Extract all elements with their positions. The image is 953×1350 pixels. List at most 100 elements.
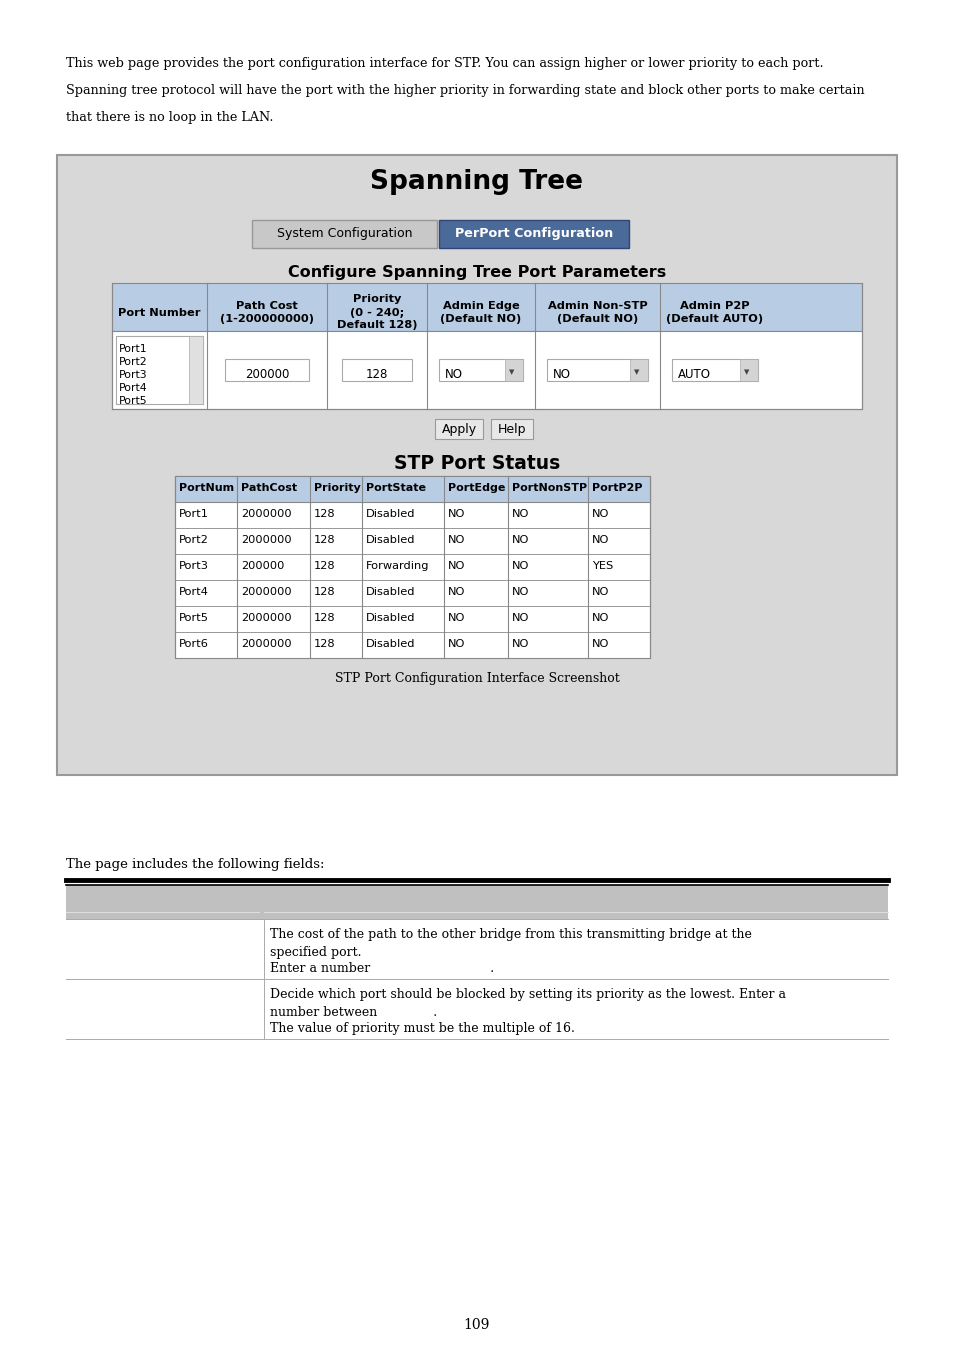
Text: YES: YES (592, 562, 613, 571)
Text: Disabled: Disabled (366, 509, 416, 518)
Text: 2000000: 2000000 (241, 587, 292, 597)
Text: 109: 109 (463, 1318, 490, 1332)
Text: Admin Non-STP: Admin Non-STP (547, 301, 647, 310)
Text: ▼: ▼ (509, 369, 515, 375)
Text: Port2: Port2 (119, 356, 148, 367)
Text: The value of priority must be the multiple of 16.: The value of priority must be the multip… (270, 1022, 575, 1035)
Text: NO: NO (592, 535, 609, 545)
Text: Disabled: Disabled (366, 613, 416, 622)
Bar (740, 359, 758, 381)
Text: ▼: ▼ (743, 369, 749, 375)
Text: PortNonSTP: PortNonSTP (512, 483, 586, 493)
Text: (Default NO): (Default NO) (557, 315, 638, 324)
Text: NO: NO (512, 562, 529, 571)
Text: NO: NO (448, 639, 465, 649)
Text: 128: 128 (365, 367, 388, 381)
Text: PathCost: PathCost (241, 483, 296, 493)
Text: Spanning Tree: Spanning Tree (370, 169, 583, 194)
Text: NO: NO (444, 367, 462, 381)
Text: NO: NO (592, 613, 609, 622)
Text: 200000: 200000 (245, 367, 289, 381)
Text: 128: 128 (314, 613, 335, 622)
Text: Port5: Port5 (119, 396, 148, 406)
Text: AUTO: AUTO (678, 367, 710, 381)
Text: Decide which port should be blocked by setting its priority as the lowest. Enter: Decide which port should be blocked by s… (270, 988, 785, 1000)
Bar (174, 477, 649, 657)
Text: PortState: PortState (366, 483, 426, 493)
Text: PortEdge: PortEdge (448, 483, 505, 493)
Text: STP Port Configuration Interface Screenshot: STP Port Configuration Interface Screens… (335, 672, 618, 684)
Text: NO: NO (448, 509, 465, 518)
Text: ▼: ▼ (634, 369, 639, 375)
Text: 128: 128 (314, 509, 335, 518)
Text: Port3: Port3 (179, 562, 209, 571)
Text: number between              .: number between . (270, 1006, 436, 1019)
Text: NO: NO (512, 639, 529, 649)
Bar (112, 331, 862, 409)
Bar (546, 359, 647, 381)
Text: NO: NO (592, 509, 609, 518)
Text: NO: NO (512, 509, 529, 518)
Text: Path Cost: Path Cost (236, 301, 297, 310)
Bar (189, 336, 203, 404)
Text: NO: NO (512, 587, 529, 597)
Text: Enter a number                              .: Enter a number . (270, 963, 494, 975)
Text: This web page provides the port configuration interface for STP. You can assign : This web page provides the port configur… (66, 57, 822, 70)
Text: STP Port Status: STP Port Status (394, 454, 559, 472)
Text: Port4: Port4 (119, 383, 148, 393)
Text: 128: 128 (314, 639, 335, 649)
Text: NO: NO (448, 562, 465, 571)
Text: PerPort Configuration: PerPort Configuration (455, 227, 613, 240)
Text: NO: NO (448, 535, 465, 545)
Text: NO: NO (512, 535, 529, 545)
Bar (225, 359, 309, 381)
Bar (435, 418, 482, 439)
Bar (341, 359, 412, 381)
Bar (252, 220, 436, 248)
Text: Priority: Priority (314, 483, 360, 493)
Bar (629, 359, 647, 381)
Text: Default 128): Default 128) (336, 320, 416, 331)
Text: NO: NO (592, 639, 609, 649)
Text: NO: NO (592, 587, 609, 597)
Text: (1-200000000): (1-200000000) (220, 315, 314, 324)
Bar (174, 477, 649, 502)
Text: 2000000: 2000000 (241, 639, 292, 649)
Text: Apply: Apply (441, 423, 476, 436)
Text: Port2: Port2 (179, 535, 209, 545)
Text: specified port.: specified port. (270, 946, 361, 958)
Text: Port1: Port1 (179, 509, 209, 518)
Text: Port6: Port6 (179, 639, 209, 649)
Text: PortP2P: PortP2P (592, 483, 641, 493)
Bar (66, 886, 887, 919)
Bar (57, 155, 896, 775)
Text: 128: 128 (314, 587, 335, 597)
Text: NO: NO (512, 613, 529, 622)
Bar (671, 359, 758, 381)
Text: NO: NO (553, 367, 571, 381)
Text: 128: 128 (314, 562, 335, 571)
Text: Port3: Port3 (119, 370, 148, 379)
Bar (438, 220, 628, 248)
Text: 2000000: 2000000 (241, 613, 292, 622)
Text: Port4: Port4 (179, 587, 209, 597)
Text: 2000000: 2000000 (241, 509, 292, 518)
Text: (Default AUTO): (Default AUTO) (666, 315, 762, 324)
Text: Forwarding: Forwarding (366, 562, 429, 571)
Text: NO: NO (448, 613, 465, 622)
Text: (Default NO): (Default NO) (440, 315, 521, 324)
Text: The cost of the path to the other bridge from this transmitting bridge at the: The cost of the path to the other bridge… (270, 927, 751, 941)
Text: Disabled: Disabled (366, 587, 416, 597)
Text: Admin Edge: Admin Edge (442, 301, 518, 310)
Text: 2000000: 2000000 (241, 535, 292, 545)
Text: PortNum: PortNum (179, 483, 233, 493)
Text: that there is no loop in the LAN.: that there is no loop in the LAN. (66, 111, 274, 124)
Text: Priority: Priority (353, 294, 401, 305)
Text: (0 - 240;: (0 - 240; (350, 308, 404, 317)
Text: 200000: 200000 (241, 562, 284, 571)
Bar (438, 359, 522, 381)
Text: Configure Spanning Tree Port Parameters: Configure Spanning Tree Port Parameters (288, 265, 665, 279)
Text: 128: 128 (314, 535, 335, 545)
Bar (491, 418, 533, 439)
Text: Disabled: Disabled (366, 639, 416, 649)
